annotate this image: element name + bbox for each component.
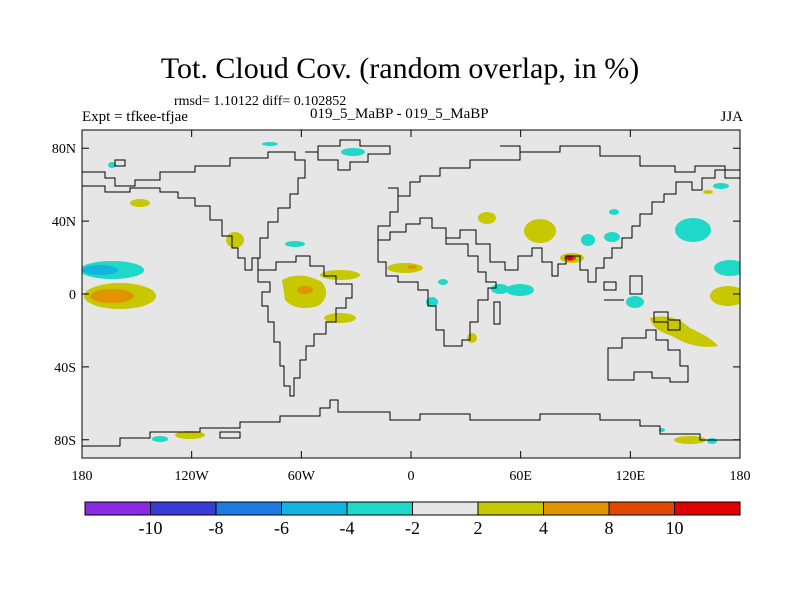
- contour-negative-small: [581, 234, 595, 246]
- sumatra-coast: [603, 281, 617, 291]
- lon-tick-label: 180: [72, 469, 93, 484]
- contour-negative-4-6: [82, 265, 118, 275]
- colorbar-label: 10: [666, 518, 684, 538]
- south-america-coast: [257, 255, 353, 397]
- colorbar-box: [412, 501, 479, 516]
- lat-tick-label: 80S: [54, 434, 76, 449]
- contour-positive-small: [320, 270, 360, 280]
- colorbar-label: -6: [274, 518, 289, 538]
- eurasia-south-coast: [377, 169, 740, 283]
- contour-positive-2-4: [710, 286, 740, 306]
- longitude-axis: 180 120W 60W 0 60E 120E 180: [72, 130, 751, 484]
- colorbar-box: [543, 501, 610, 516]
- contour-negative-small: [609, 209, 619, 215]
- colorbar-box: [674, 501, 741, 516]
- case-label: 019_5_MaBP - 019_5_MaBP: [310, 106, 489, 122]
- contour-negative-small: [707, 438, 717, 444]
- contour-positive-small: [226, 232, 244, 248]
- colorbar-box: [281, 501, 348, 516]
- contour-negative-small: [626, 296, 644, 308]
- colorbar-label: 8: [605, 518, 614, 538]
- contour-negative-small: [426, 297, 438, 307]
- colorbar-box: [477, 501, 544, 516]
- borneo-coast: [629, 275, 643, 295]
- contour-negative-small: [262, 142, 278, 146]
- colorbar-label: 2: [474, 518, 483, 538]
- lon-tick-label: 180: [730, 469, 751, 484]
- africa-coast: [377, 238, 497, 347]
- new-guinea-coast: [653, 311, 681, 331]
- lat-tick-label: 40S: [54, 361, 76, 376]
- lat-tick-label: 80N: [52, 142, 76, 157]
- central-america-coast: [252, 257, 259, 270]
- contour-positive-10-plus: [567, 256, 573, 260]
- latitude-axis: 80N 40N 0 40S 80S: [52, 142, 740, 449]
- colorbar-box: [215, 501, 282, 516]
- lon-tick-label: 60W: [288, 469, 316, 484]
- alaska-islands-coast: [114, 159, 126, 167]
- contour-positive-small: [674, 436, 706, 444]
- colorbar: -10 -8 -6 -4 -2 2 4 8 10: [84, 501, 741, 538]
- plot-title: Tot. Cloud Cov. (random overlap, in %): [160, 52, 640, 85]
- antarctic-island-coast: [219, 431, 241, 439]
- lat-tick-label: 0: [69, 288, 76, 303]
- colorbar-box: [608, 501, 675, 516]
- colorbar-box: [84, 501, 151, 516]
- contour-positive-4-8: [407, 265, 417, 269]
- contour-negative-2-4: [675, 218, 711, 242]
- madagascar-coast: [493, 301, 501, 325]
- contour-negative-small: [108, 162, 116, 168]
- contour-positive-small: [175, 431, 205, 439]
- contour-positive-small: [130, 199, 150, 207]
- lon-tick-label: 60E: [509, 469, 532, 484]
- contour-positive-small: [478, 212, 496, 224]
- arctic-islands-coast: [500, 145, 521, 152]
- colorbar-label: 4: [539, 518, 548, 538]
- rmsd-diff-stats: rmsd= 1.10122 diff= 0.102852: [174, 94, 347, 109]
- colorbar-box: [150, 501, 217, 516]
- coastlines: [82, 139, 740, 447]
- lon-tick-label: 120W: [175, 469, 210, 484]
- experiment-label: Expt = tfkee-tfjae: [82, 109, 188, 125]
- greenland-coast: [305, 139, 391, 171]
- lon-tick-label: 120E: [616, 469, 646, 484]
- contour-positive-2-4: [650, 316, 718, 347]
- lon-tick-label: 0: [408, 469, 415, 484]
- colorbar-label: -4: [340, 518, 355, 538]
- season-label: JJA: [720, 109, 743, 125]
- lat-tick-label: 40N: [52, 215, 76, 230]
- contour-negative-small: [341, 148, 365, 156]
- antarctica-coast: [82, 399, 740, 447]
- anomaly-contours: [82, 142, 740, 444]
- north-america-coast: [82, 151, 306, 271]
- contour-negative-2-4: [506, 284, 534, 296]
- australia-coast: [607, 329, 689, 383]
- contour-positive-small: [324, 313, 356, 323]
- contour-negative-small: [713, 183, 729, 189]
- contour-negative-2-4: [714, 260, 740, 276]
- contour-negative-small: [285, 241, 305, 247]
- colorbar-box: [346, 501, 413, 516]
- contour-positive-2-4: [387, 263, 423, 273]
- contour-negative-small: [491, 284, 509, 294]
- colorbar-label: -8: [209, 518, 224, 538]
- eurasia-north-coast: [388, 145, 740, 197]
- contour-negative-small: [438, 279, 448, 285]
- contour-positive-4-8: [297, 286, 313, 294]
- contour-negative-small: [604, 232, 620, 242]
- contour-positive-small: [703, 190, 713, 194]
- contour-positive-small: [467, 333, 477, 343]
- colorbar-label: -10: [139, 518, 163, 538]
- contour-positive-4-8: [90, 289, 134, 303]
- contour-negative-small: [152, 436, 168, 442]
- colorbar-label: -2: [405, 518, 420, 538]
- contour-positive-2-4: [524, 219, 556, 243]
